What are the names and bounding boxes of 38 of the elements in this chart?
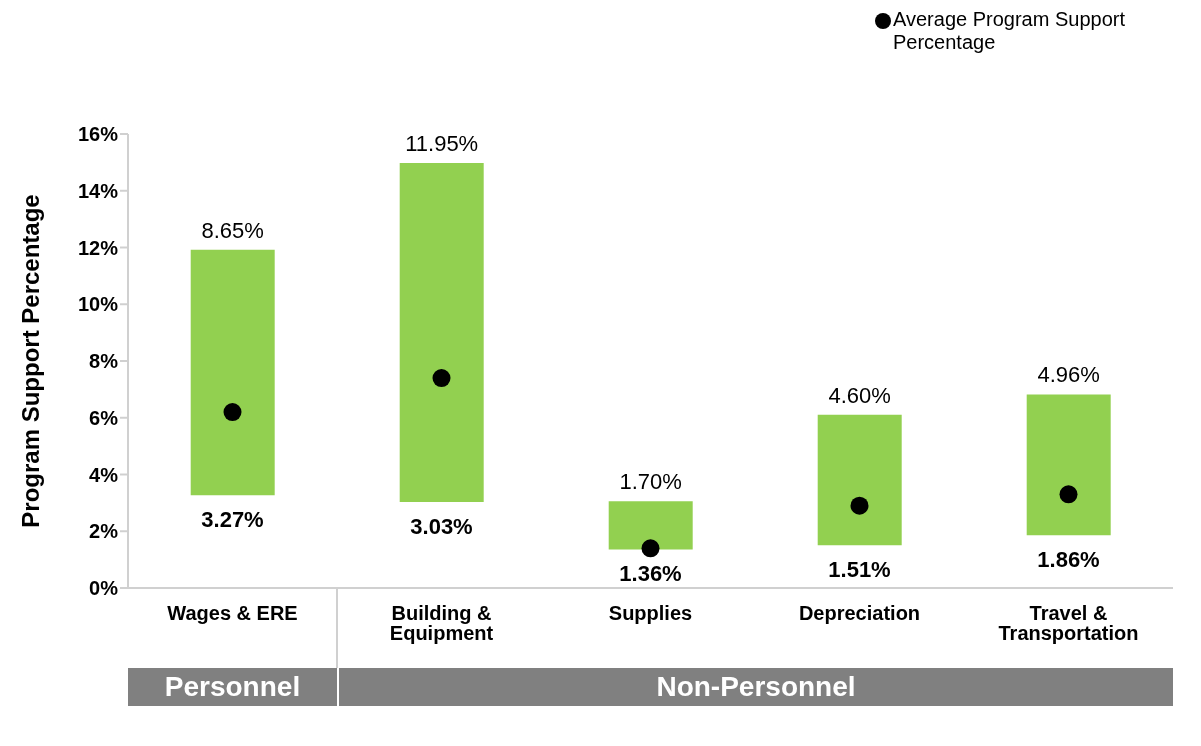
y-tick-label: 16% (77, 123, 119, 146)
point (850, 496, 869, 515)
text: Non-Personnel (337, 668, 1173, 706)
bar (817, 414, 902, 546)
point (1059, 485, 1078, 504)
point (432, 369, 451, 388)
annotation: 3.03% (410, 513, 473, 539)
data-label: 1.70% (619, 469, 682, 495)
bar (399, 162, 484, 503)
y-tick-label: 4% (89, 463, 119, 486)
bar (1026, 394, 1111, 536)
y-tick-label: 2% (89, 520, 119, 543)
y-tick-label: 0% (89, 577, 119, 600)
annotation: 1.36% (619, 561, 682, 587)
y-tick-label: 8% (89, 350, 119, 373)
data-label: 4.96% (1037, 362, 1100, 388)
x-tick-label: Wages & ERE (167, 602, 298, 625)
bar (608, 501, 693, 550)
text: Personnel (128, 668, 337, 706)
x-tick-label: Supplies (608, 602, 693, 625)
annotation: 1.86% (1037, 546, 1100, 572)
data-label: 4.60% (828, 382, 891, 408)
y-tick-label: 10% (77, 293, 119, 316)
x-tick-label: Travel & Transportation (998, 602, 1139, 645)
legend-label: Average Program Support Percentage (893, 8, 1126, 54)
data-label: 8.65% (201, 217, 264, 243)
data-label: 11.95% (405, 130, 479, 156)
x-tick-label: Building & Equipment (389, 602, 494, 645)
y-axis-title: Program Support Percentage (16, 194, 44, 528)
y-tick-label: 14% (77, 179, 119, 202)
y-tick-label: 6% (89, 406, 119, 429)
annotation: 3.27% (201, 506, 264, 532)
bar (190, 249, 275, 496)
point (641, 539, 660, 558)
x-tick-label: Depreciation (798, 602, 921, 625)
point (223, 403, 242, 422)
y-tick-label: 12% (77, 236, 119, 259)
annotation: 1.51% (828, 556, 891, 582)
